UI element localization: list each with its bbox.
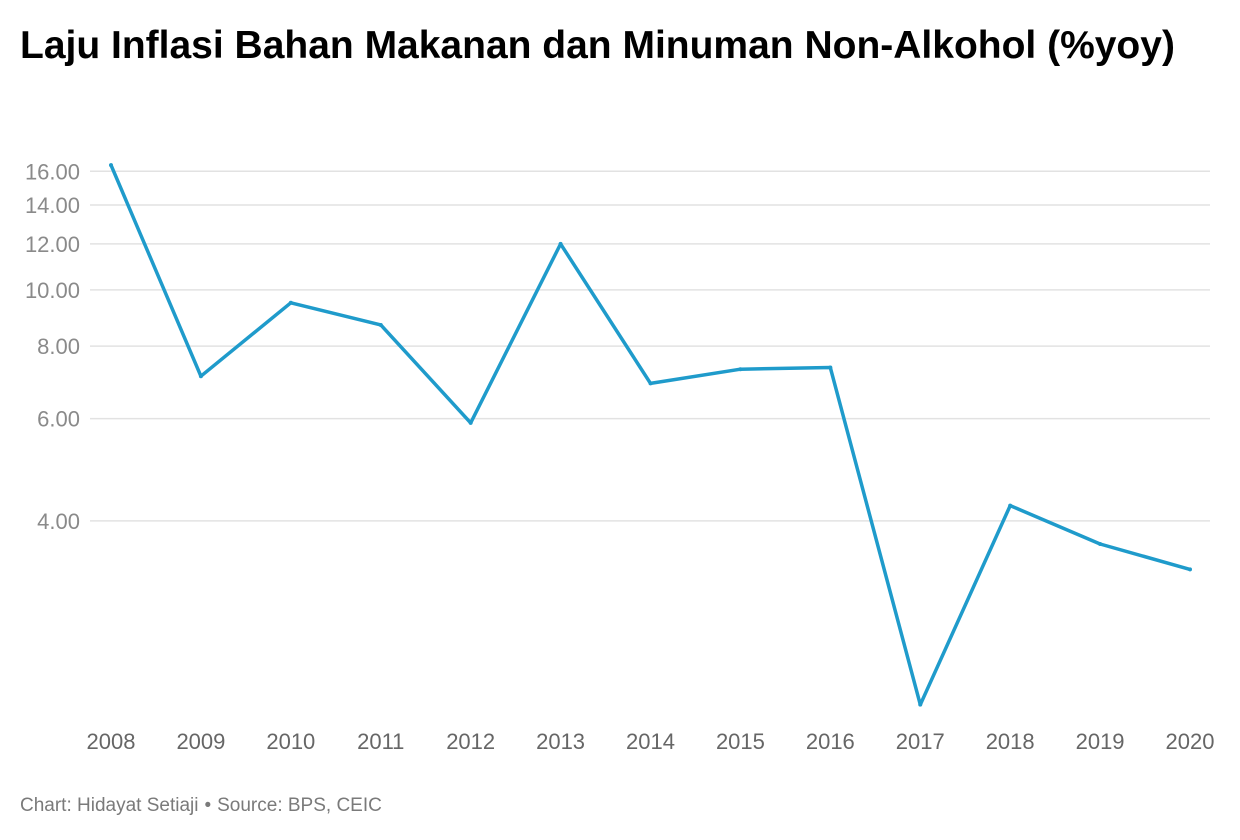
data-point bbox=[648, 381, 653, 386]
chart-title: Laju Inflasi Bahan Makanan dan Minuman N… bbox=[20, 24, 1175, 67]
x-tick-label: 2015 bbox=[716, 729, 765, 754]
x-tick-label: 2011 bbox=[357, 729, 404, 754]
series-layer bbox=[109, 163, 1192, 707]
y-axis-ticks: 4.00 6.00 8.00 10.00 12.00 14.00 16.00 bbox=[25, 159, 80, 534]
y-tick-label: 8.00 bbox=[37, 334, 80, 359]
x-tick-label: 2013 bbox=[536, 729, 585, 754]
y-tick-label: 14.00 bbox=[25, 193, 80, 218]
chart-source: Source: BPS, CEIC bbox=[217, 795, 382, 816]
x-tick-label: 2016 bbox=[806, 729, 855, 754]
x-axis-ticks: 2008 2009 2010 2011 2012 2013 2014 2015 2016 2017… bbox=[87, 729, 1215, 754]
chart-credit: Chart: Hidayat Setiaji bbox=[20, 795, 199, 816]
data-point bbox=[198, 374, 203, 379]
y-tick-label: 16.00 bbox=[25, 159, 80, 184]
data-point bbox=[109, 163, 113, 168]
x-tick-label: 2012 bbox=[446, 729, 495, 754]
data-point bbox=[288, 300, 293, 305]
data-point bbox=[468, 420, 473, 425]
x-tick-label: 2009 bbox=[176, 729, 225, 754]
y-tick-label: 6.00 bbox=[37, 407, 80, 432]
x-tick-label: 2017 bbox=[896, 729, 945, 754]
y-tick-label: 10.00 bbox=[25, 278, 80, 303]
y-tick-label: 4.00 bbox=[37, 509, 80, 534]
series-line bbox=[109, 163, 1192, 707]
data-point bbox=[1008, 503, 1013, 508]
data-point bbox=[1188, 567, 1192, 572]
data-point bbox=[378, 322, 383, 327]
data-point bbox=[558, 241, 563, 246]
data-point bbox=[1098, 541, 1103, 546]
y-tick-label: 12.00 bbox=[25, 232, 80, 257]
x-tick-label: 2019 bbox=[1076, 729, 1125, 754]
x-tick-label: 2008 bbox=[87, 729, 136, 754]
data-point bbox=[738, 367, 743, 372]
x-tick-label: 2018 bbox=[986, 729, 1035, 754]
chart-footer: Chart: Hidayat Setiaji • Source: BPS, CEIC bbox=[20, 795, 382, 817]
data-point bbox=[918, 702, 923, 707]
gridlines bbox=[90, 170, 1210, 522]
x-tick-label: 2010 bbox=[266, 729, 315, 754]
x-tick-label: 2014 bbox=[626, 729, 675, 754]
x-tick-label: 2020 bbox=[1166, 729, 1215, 754]
data-point bbox=[828, 365, 833, 370]
footer-separator: • bbox=[204, 795, 212, 816]
